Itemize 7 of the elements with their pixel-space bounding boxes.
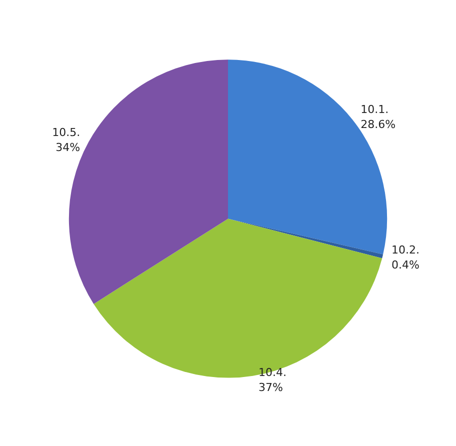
data-label: 0.4% [391, 258, 420, 272]
slice-label: 10.5. [52, 126, 80, 140]
slice-label: 10.1. [360, 103, 389, 116]
data-label: 28.6% [360, 118, 396, 132]
data-label: 37% [258, 380, 283, 394]
data-label: 34% [56, 141, 80, 154]
slice-label: 10.2. [391, 243, 420, 256]
